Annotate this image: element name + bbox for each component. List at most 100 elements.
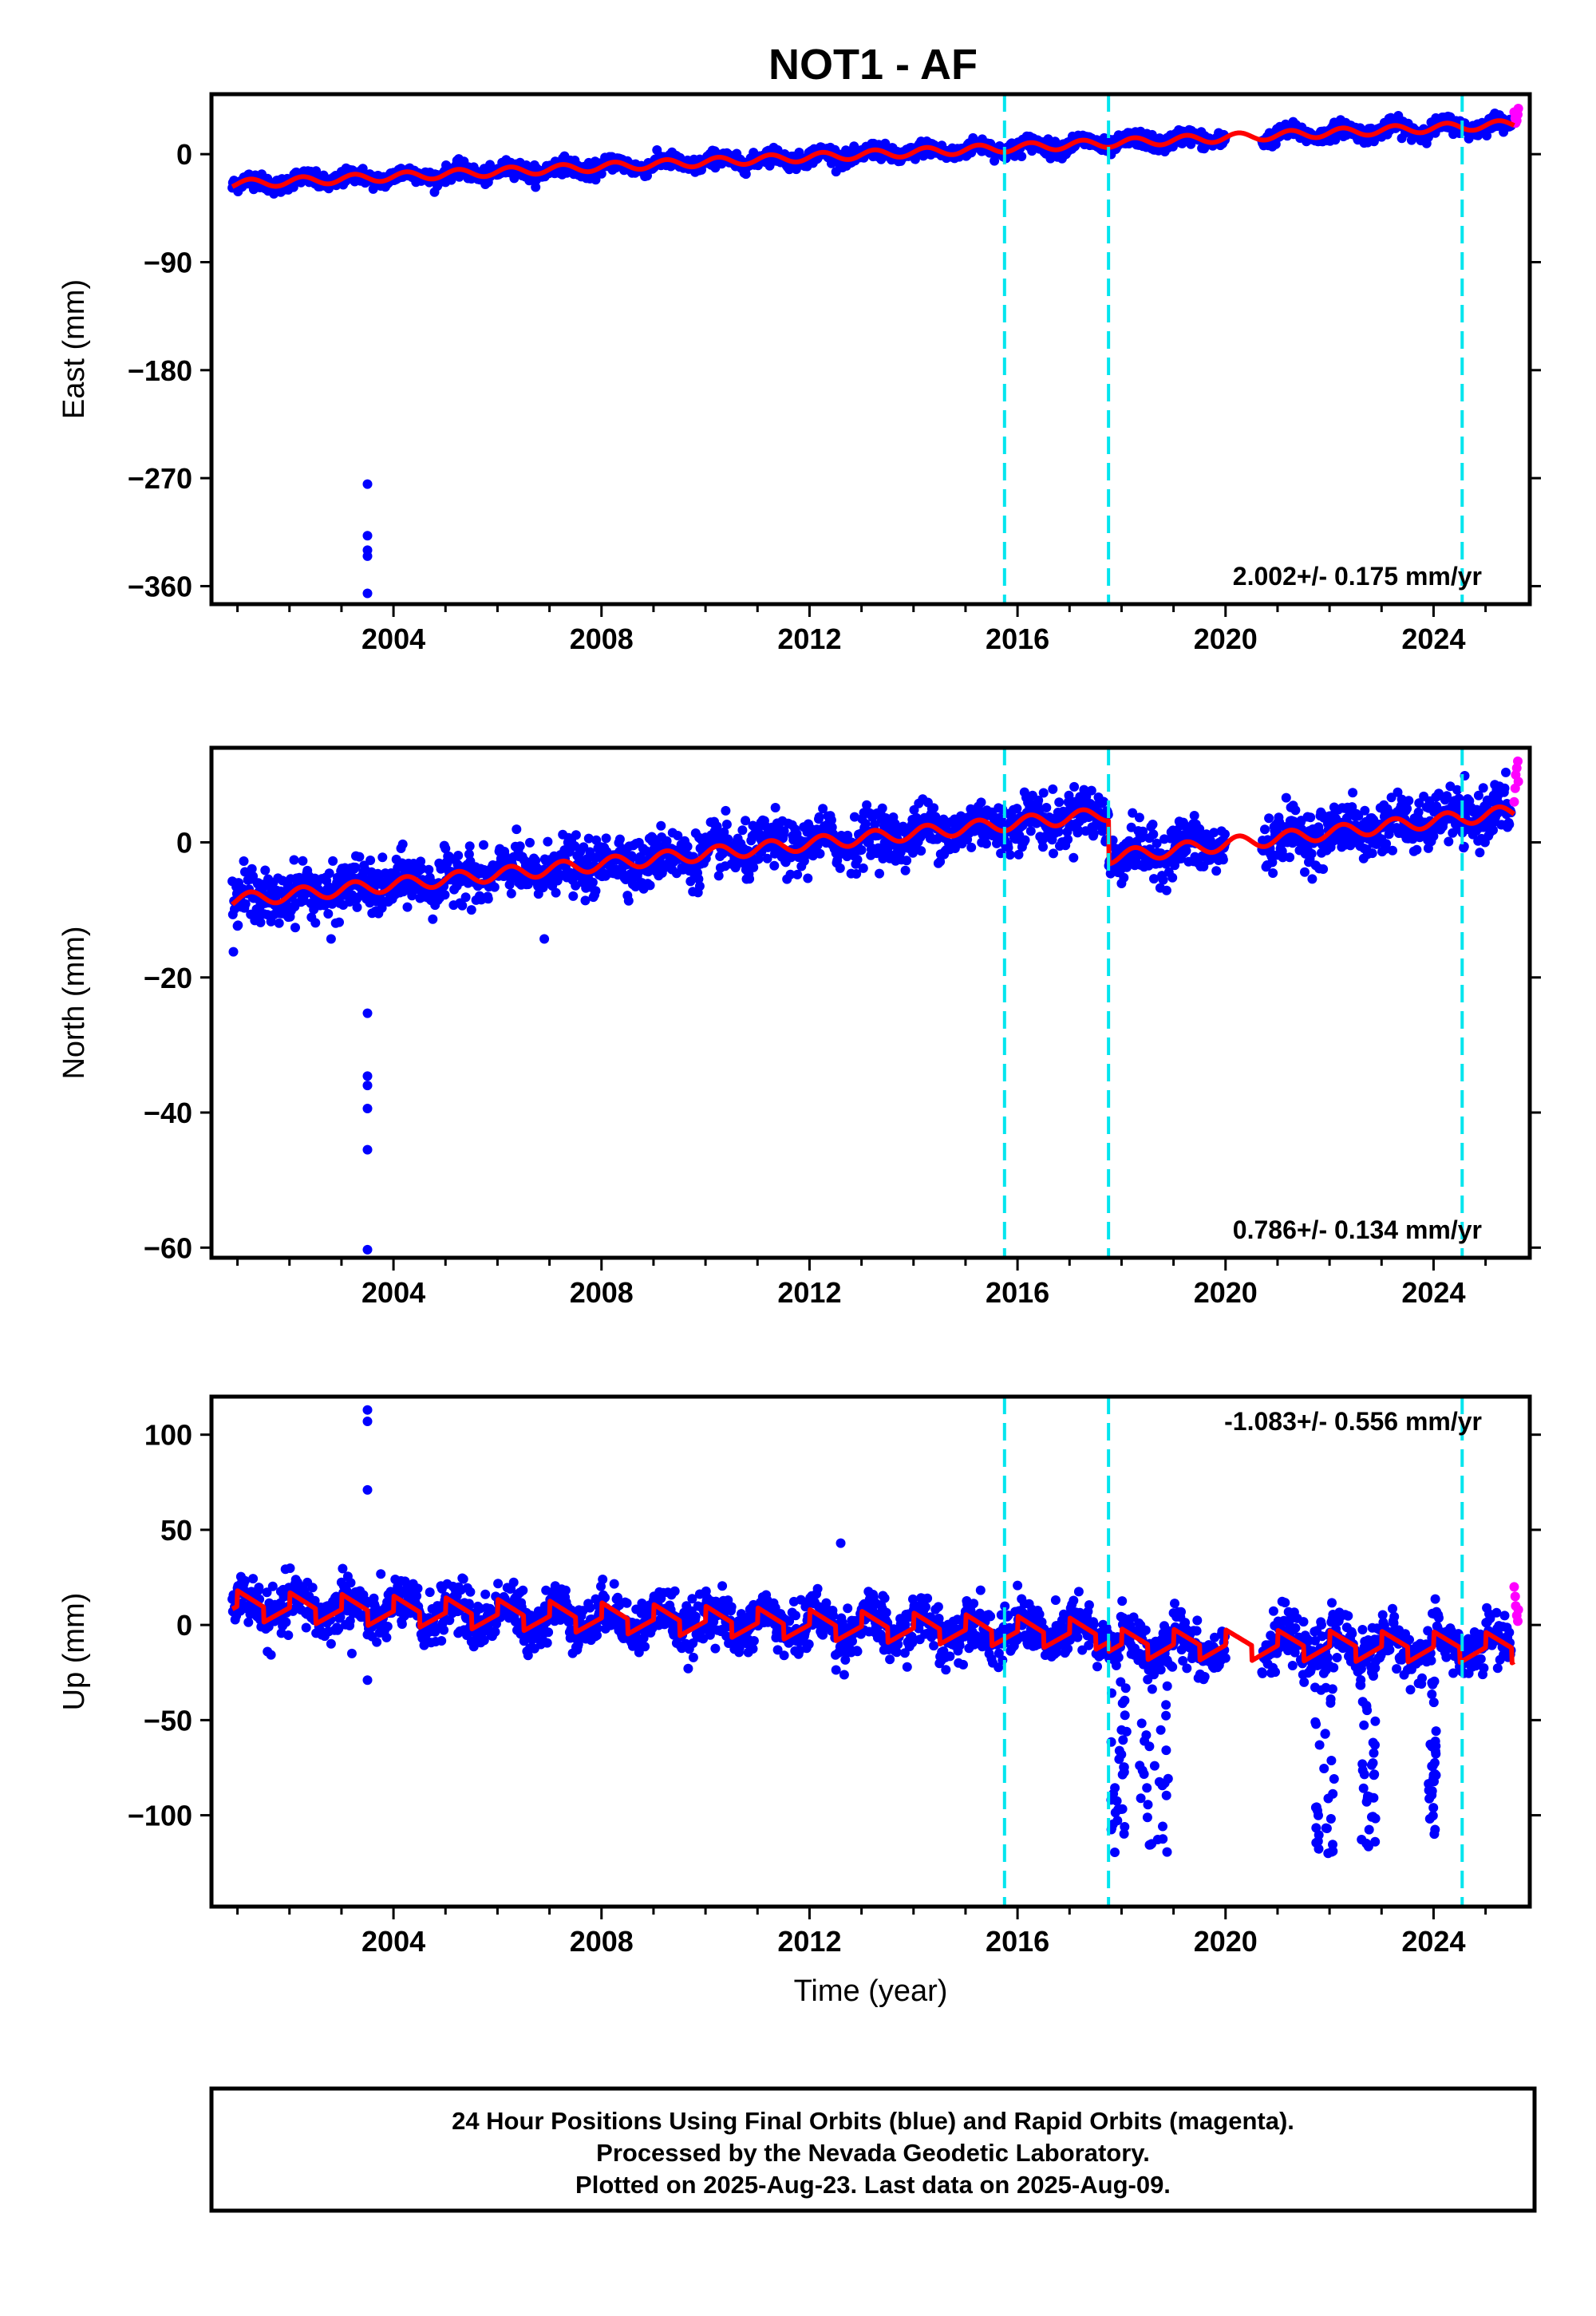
final-point [428, 914, 438, 924]
final-point [243, 1617, 254, 1627]
final-point [916, 846, 926, 856]
final-point [298, 856, 308, 866]
final-point [1488, 825, 1498, 836]
final-point [437, 1636, 447, 1646]
final-point [875, 868, 884, 879]
final-point [1054, 797, 1065, 808]
final-point [1348, 788, 1358, 798]
final-point [1501, 767, 1511, 777]
outlier-point [362, 1071, 373, 1081]
final-point [601, 833, 611, 844]
final-point [1134, 812, 1144, 823]
final-point [1069, 852, 1079, 863]
final-point [460, 892, 471, 903]
final-point [587, 877, 598, 887]
final-point [324, 868, 334, 879]
y-tick-label: −60 [144, 1231, 192, 1264]
x-tick-label: 2008 [570, 1276, 634, 1309]
final-point [464, 1599, 474, 1609]
x-tick-label: 2004 [361, 622, 425, 655]
final-point [1158, 875, 1168, 885]
final-point [1181, 846, 1191, 856]
rapid-point [1509, 796, 1519, 807]
final-point [413, 1583, 423, 1594]
final-point [453, 851, 464, 860]
final-point [254, 1583, 264, 1593]
final-point [1268, 868, 1278, 878]
final-point [267, 1581, 278, 1591]
final-point [285, 1563, 295, 1573]
final-point [260, 865, 271, 875]
final-point [439, 1625, 449, 1635]
final-point [466, 905, 476, 915]
x-tick-label: 2016 [986, 1276, 1049, 1309]
final-point [1119, 872, 1129, 883]
final-point [240, 1575, 250, 1586]
final-point [792, 869, 803, 879]
final-point [1478, 783, 1488, 793]
final-point [525, 837, 535, 848]
final-point [354, 852, 365, 862]
final-point [749, 862, 759, 872]
final-point [310, 918, 321, 928]
final-point [614, 834, 625, 844]
final-point [814, 812, 824, 822]
final-point [382, 1622, 393, 1631]
final-point [902, 856, 912, 866]
y-tick-label: −90 [144, 246, 192, 279]
x-tick-label: 2004 [361, 1276, 425, 1309]
final-point [323, 909, 334, 919]
final-point [596, 168, 606, 179]
final-point [1260, 824, 1270, 835]
final-point [1264, 813, 1274, 824]
final-point [372, 1637, 382, 1647]
final-point [856, 845, 867, 855]
final-point [255, 917, 266, 927]
final-point [1367, 848, 1377, 859]
final-point [900, 865, 911, 875]
final-point [350, 862, 361, 872]
final-point [1504, 820, 1515, 829]
final-point [1318, 864, 1329, 874]
plot-area [227, 104, 1523, 599]
outlier-point [539, 934, 550, 944]
final-point [338, 1563, 348, 1574]
x-tick-label: 2012 [777, 622, 841, 655]
final-point [1020, 835, 1030, 845]
x-tick-label: 2016 [986, 622, 1049, 655]
final-point [493, 1579, 504, 1589]
final-point [803, 873, 813, 883]
final-point [377, 852, 388, 863]
final-point [543, 1627, 554, 1638]
final-point [1428, 831, 1439, 841]
final-point [397, 1619, 407, 1629]
final-point [239, 856, 249, 866]
final-point [1307, 874, 1317, 884]
final-point [289, 855, 299, 865]
final-point [512, 824, 522, 835]
final-point [346, 1578, 356, 1588]
final-point [531, 182, 541, 192]
final-point [1300, 867, 1310, 877]
outlier-point [326, 934, 336, 944]
x-tick-label: 2008 [570, 622, 634, 655]
y-tick-label: −180 [128, 354, 192, 387]
outlier-point [362, 1008, 373, 1018]
final-point [1211, 866, 1222, 876]
final-point [290, 923, 300, 933]
final-point [1306, 848, 1317, 859]
outlier-point [362, 588, 373, 599]
final-point [397, 839, 408, 849]
final-point [721, 820, 732, 829]
final-point [645, 880, 655, 891]
final-point [458, 1574, 468, 1584]
x-tick-label: 2024 [1401, 622, 1465, 655]
final-point [543, 836, 553, 847]
y-tick-label: −360 [128, 570, 192, 603]
final-point [542, 1638, 552, 1648]
final-point [506, 888, 516, 899]
rate-label: 0.786+/- 0.134 mm/yr [1233, 1215, 1482, 1244]
final-point [1063, 834, 1073, 844]
final-point [283, 1630, 294, 1640]
